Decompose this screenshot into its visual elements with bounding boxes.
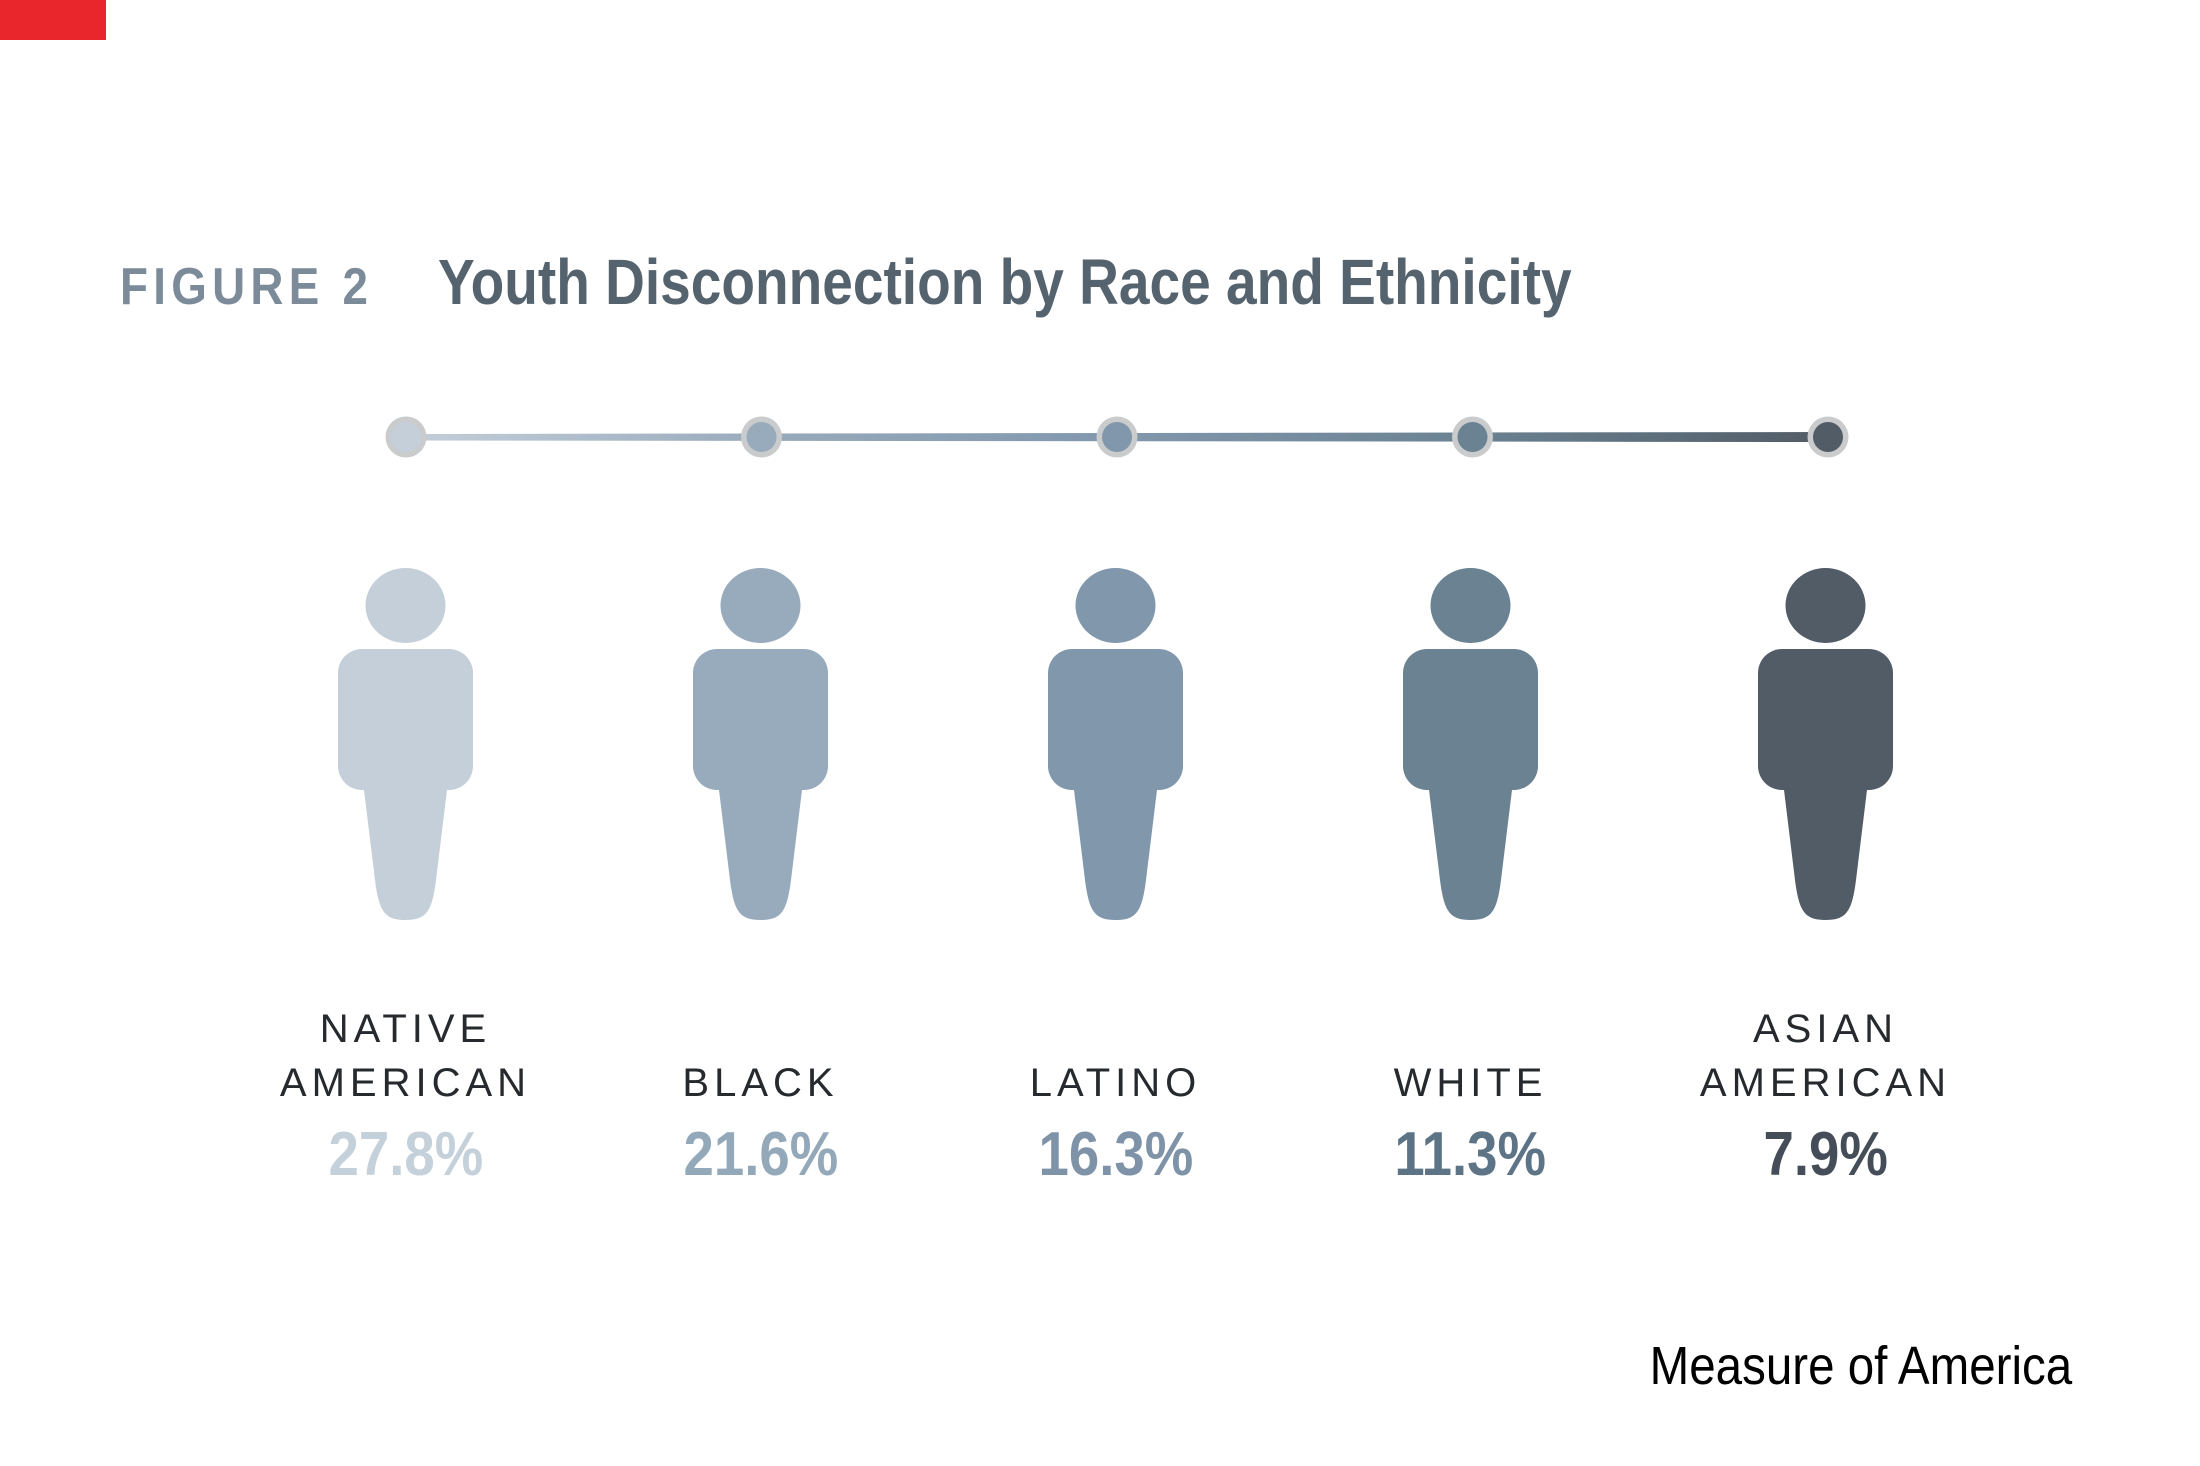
- pictogram-column: [938, 568, 1293, 920]
- red-accent-mark: [0, 0, 106, 40]
- person-icon: [1048, 568, 1183, 920]
- category-label-cell: WHITE: [1293, 958, 1648, 1110]
- figure-title-row: FIGURE 2 Youth Disconnection by Race and…: [120, 244, 1756, 321]
- person-icon: [1758, 568, 1893, 920]
- timeline-dot: [385, 416, 427, 458]
- person-icon: [693, 568, 828, 920]
- timeline-dot: [1452, 416, 1493, 458]
- pictogram-column: [228, 568, 583, 920]
- person-icon: [1403, 568, 1538, 920]
- category-label: ASIAN AMERICAN: [1699, 1007, 1952, 1105]
- value-label: 16.3%: [1038, 1120, 1193, 1189]
- pictogram-column: [1648, 568, 2003, 920]
- person-icon: [338, 568, 473, 920]
- category-label-cell: NATIVE AMERICAN: [228, 958, 583, 1110]
- pictogram-column: [1293, 568, 1648, 920]
- pictogram-icons-row: [228, 568, 2004, 920]
- value-label-cell: 7.9%: [1648, 1124, 2003, 1186]
- value-label: 11.3%: [1394, 1120, 1547, 1189]
- category-labels-row: NATIVE AMERICAN BLACK LATINO WHITE ASIAN AME…: [228, 958, 2004, 1110]
- timeline-dot: [741, 416, 782, 458]
- value-label: 27.8%: [328, 1120, 483, 1189]
- timeline-dot: [1096, 416, 1138, 458]
- value-labels-row: 27.8% 21.6% 16.3% 11.3% 7.9%: [228, 1124, 2004, 1186]
- category-label-cell: LATINO: [938, 958, 1293, 1110]
- value-label-cell: 27.8%: [228, 1124, 583, 1186]
- category-label: NATIVE AMERICAN: [279, 1007, 532, 1105]
- category-label: BLACK: [682, 1061, 839, 1105]
- timeline-dots: [385, 416, 1849, 458]
- category-label-cell: ASIAN AMERICAN: [1648, 958, 2003, 1110]
- page-title: Youth Disconnection by Race and Ethnicit…: [437, 246, 1572, 318]
- pictogram-column: [583, 568, 938, 920]
- value-label-cell: 16.3%: [938, 1124, 1293, 1186]
- category-label-cell: BLACK: [583, 958, 938, 1110]
- timeline-scale: [385, 416, 1849, 458]
- timeline-dot: [1807, 416, 1849, 458]
- category-label: LATINO: [1029, 1061, 1202, 1105]
- value-label: 7.9%: [1763, 1120, 1888, 1189]
- value-label: 21.6%: [683, 1120, 838, 1189]
- category-label: WHITE: [1393, 1061, 1548, 1105]
- source-credit: Measure of America: [1649, 1336, 2072, 1396]
- value-label-cell: 11.3%: [1293, 1124, 1648, 1186]
- figure-number-label: FIGURE 2: [120, 258, 374, 316]
- value-label-cell: 21.6%: [583, 1124, 938, 1186]
